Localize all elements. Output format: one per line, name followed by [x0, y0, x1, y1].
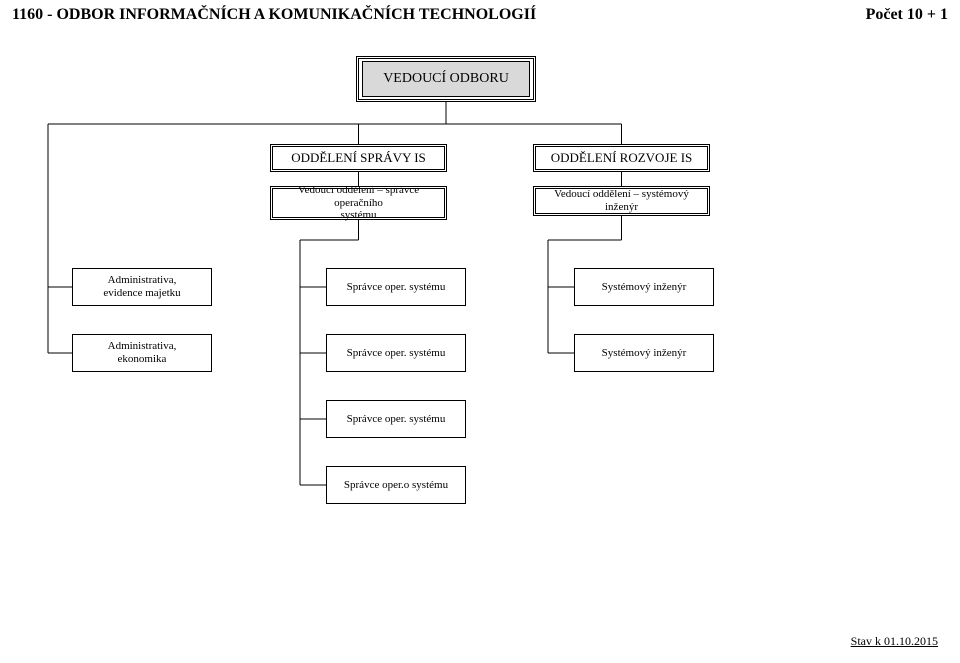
- node-admin-majetku: Administrativa,evidence majetku: [72, 268, 212, 306]
- node-spravce-1: Správce oper. systému: [326, 268, 466, 306]
- page-title: 1160 - ODBOR INFORMAČNÍCH A KOMUNIKAČNÍC…: [12, 6, 536, 24]
- org-chart-page: 1160 - ODBOR INFORMAČNÍCH A KOMUNIKAČNÍC…: [0, 0, 960, 663]
- node-root: VEDOUCÍ ODBORU: [356, 56, 536, 102]
- node-dept-rozvoje: ODDĚLENÍ ROZVOJE IS: [533, 144, 710, 172]
- node-admin-ekonomika: Administrativa,ekonomika: [72, 334, 212, 372]
- node-dept-spravy: ODDĚLENÍ SPRÁVY IS: [270, 144, 447, 172]
- node-leader-rozvoje: Vedoucí oddělení – systémový inženýr: [533, 186, 710, 216]
- node-spravce-4: Správce oper.o systému: [326, 466, 466, 504]
- node-leader-spravy: Vedoucí oddělení – správce operačníhosys…: [270, 186, 447, 220]
- node-spravce-3: Správce oper. systému: [326, 400, 466, 438]
- node-sys-inz-2: Systémový inženýr: [574, 334, 714, 372]
- node-root-label: VEDOUCÍ ODBORU: [362, 61, 530, 97]
- node-spravce-2: Správce oper. systému: [326, 334, 466, 372]
- count-label: Počet 10 + 1: [866, 6, 948, 24]
- footer-date: Stav k 01.10.2015: [851, 634, 938, 649]
- node-sys-inz-1: Systémový inženýr: [574, 268, 714, 306]
